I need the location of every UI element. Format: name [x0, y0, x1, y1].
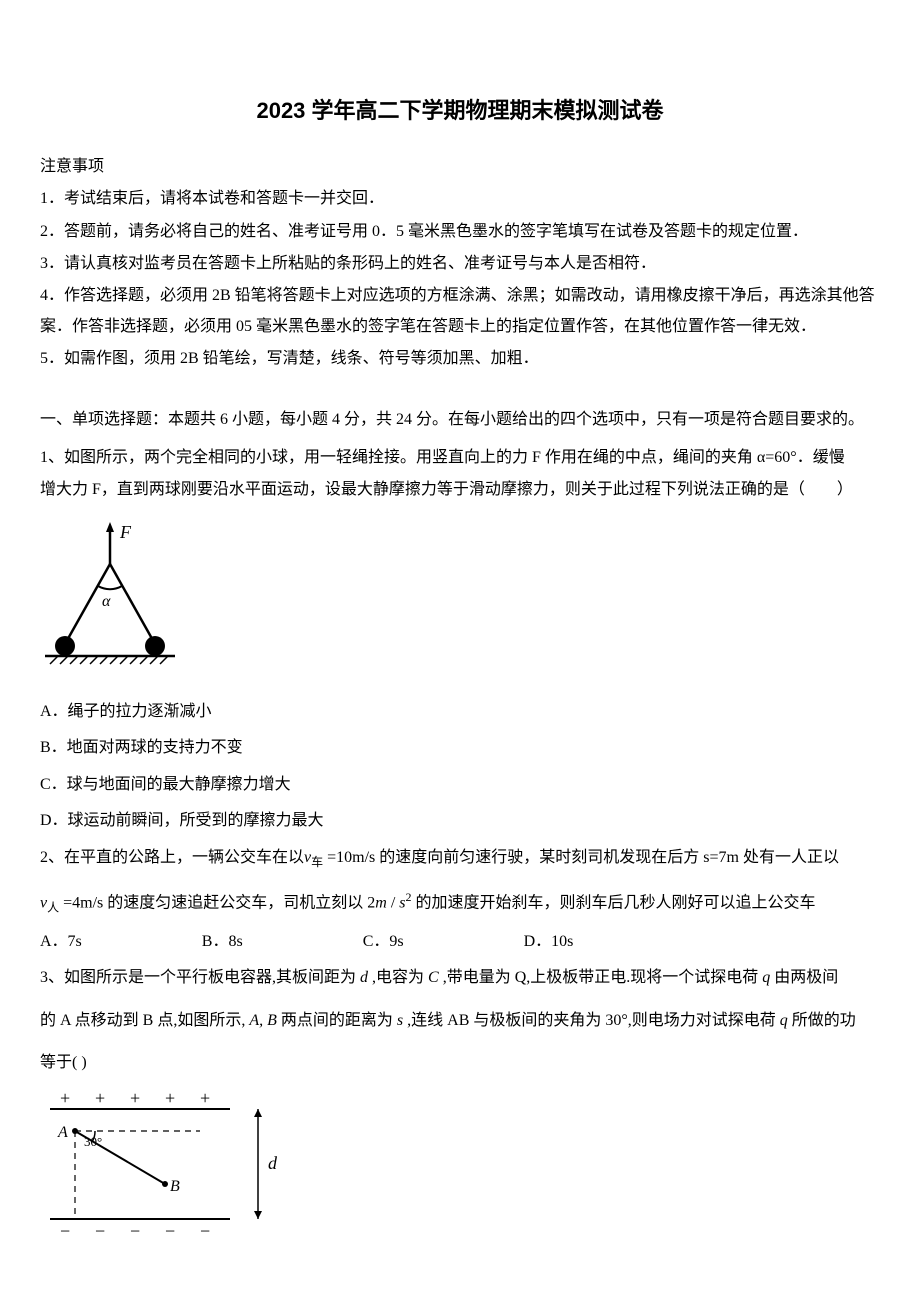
q3-l2b: 两点间的距离为 — [277, 1012, 393, 1029]
q3-l2a: 的 A 点移动到 B 点,如图所示, — [40, 1012, 249, 1029]
q1-svg: F α — [40, 516, 190, 676]
q2-l1a: 2、在平直的公路上，一辆公交车在以 — [40, 849, 304, 866]
q2-option-C: C．9s — [363, 927, 404, 957]
q1-text-2: 增大力 F，直到两球刚要沿水平面运动，设最大静摩擦力等于滑动摩擦力，则关于此过程… — [40, 475, 880, 505]
svg-text:+: + — [130, 1089, 140, 1108]
q2-l2a: =4m/s 的速度匀速追赶公交车，司机立刻以 2 — [59, 894, 375, 911]
q3-l1d: 由两极间 — [774, 969, 838, 986]
question-3: 3、如图所示是一个平行板电容器,其板间距为 d ,电容为 C ,带电量为 Q,上… — [40, 963, 880, 1250]
q2-l1b: =10m/s 的速度向前匀速行驶，某时刻司机发现在后方 s=7m 处有一人正以 — [323, 849, 839, 866]
q3-B-label: B — [170, 1178, 180, 1195]
svg-text:−: − — [130, 1221, 140, 1239]
page-title: 2023 学年高二下学期物理期末模拟测试卷 — [40, 90, 880, 132]
svg-text:+: + — [60, 1089, 70, 1108]
q2-option-D: D．10s — [524, 927, 574, 957]
notice-5: 5．如需作图，须用 2B 铅笔绘，写清楚，线条、符号等须加黑、加粗． — [40, 344, 880, 374]
q1-option-D: D．球运动前瞬间，所受到的摩擦力最大 — [40, 806, 880, 836]
q3-q1: q — [762, 969, 770, 986]
section-header: 一、单项选择题：本题共 6 小题，每小题 4 分，共 24 分。在每小题给出的四… — [40, 405, 880, 435]
q2-che-sub: 车 — [311, 855, 323, 869]
q2-ren-sub: 人 — [47, 900, 59, 914]
q3-A-label: A — [57, 1124, 68, 1141]
q3-d1: d — [360, 969, 368, 986]
notice-4: 4．作答选择题，必须用 2B 铅笔将答题卡上对应选项的方框涂满、涂黑；如需改动，… — [40, 281, 880, 342]
svg-text:−: − — [60, 1221, 70, 1239]
q3-l1b: ,电容为 — [372, 969, 424, 986]
q3-l2d: 所做的功 — [788, 1012, 856, 1029]
q3-figure: + + + + + − − − − − A 30° B — [40, 1089, 880, 1250]
q2-l2b: 的加速度开始刹车，则刹车后几秒人刚好可以追上公交车 — [412, 894, 816, 911]
svg-text:−: − — [95, 1221, 105, 1239]
q3-AB: A, B — [249, 1012, 277, 1029]
notice-1: 1．考试结束后，请将本试卷和答题卡一并交回． — [40, 184, 880, 214]
svg-text:−: − — [165, 1221, 175, 1239]
q3-text-2: 的 A 点移动到 B 点,如图所示, A, B 两点间的距离为 s ,连线 AB… — [40, 1006, 880, 1036]
q1-option-C: C．球与地面间的最大静摩擦力增大 — [40, 770, 880, 800]
q1-figure: F α — [40, 516, 880, 687]
q3-l1c: ,带电量为 Q,上极板带正电.现将一个试探电荷 — [443, 969, 759, 986]
q2-text-2: v人 =4m/s 的速度匀速追赶公交车，司机立刻以 2m / s2 的加速度开始… — [40, 886, 880, 919]
q3-q2: q — [780, 1012, 788, 1029]
q2-text-1: 2、在平直的公路上，一辆公交车在以v车 =10m/s 的速度向前匀速行驶，某时刻… — [40, 843, 880, 874]
svg-text:−: − — [200, 1221, 210, 1239]
q3-l2c: ,连线 AB 与极板间的夹角为 30°,则电场力对试探电荷 — [403, 1012, 776, 1029]
svg-text:+: + — [95, 1089, 105, 1108]
q2-options: A．7s B．8s C．9s D．10s — [40, 927, 880, 957]
q1-alpha-label: α — [102, 593, 111, 610]
q1-option-B: B．地面对两球的支持力不变 — [40, 733, 880, 763]
notice-2: 2．答题前，请务必将自己的姓名、准考证号用 0．5 毫米黑色墨水的签字笔填写在试… — [40, 217, 880, 247]
notice-3: 3．请认真核对监考员在答题卡上所粘贴的条形码上的姓名、准考证号与本人是否相符． — [40, 249, 880, 279]
svg-text:+: + — [200, 1089, 210, 1108]
q3-l1a: 3、如图所示是一个平行板电容器,其板间距为 — [40, 969, 356, 986]
q3-C: C — [428, 969, 439, 986]
question-2: 2、在平直的公路上，一辆公交车在以v车 =10m/s 的速度向前匀速行驶，某时刻… — [40, 843, 880, 958]
q2-m: m — [375, 894, 387, 911]
q2-option-A: A．7s — [40, 927, 82, 957]
svg-text:+: + — [165, 1089, 175, 1108]
q3-d-label: d — [268, 1153, 278, 1173]
q3-text-1: 3、如图所示是一个平行板电容器,其板间距为 d ,电容为 C ,带电量为 Q,上… — [40, 963, 880, 993]
q3-svg: + + + + + − − − − − A 30° B — [40, 1089, 300, 1239]
q1-option-A: A．绳子的拉力逐渐减小 — [40, 697, 880, 727]
q3-text-3: 等于( ) — [40, 1048, 880, 1078]
notice-header: 注意事项 — [40, 152, 880, 182]
q1-F-label: F — [119, 522, 132, 542]
question-1: 1、如图所示，两个完全相同的小球，用一轻绳拴接。用竖直向上的力 F 作用在绳的中… — [40, 443, 880, 837]
q2-option-B: B．8s — [202, 927, 243, 957]
q1-text-1: 1、如图所示，两个完全相同的小球，用一轻绳拴接。用竖直向上的力 F 作用在绳的中… — [40, 443, 880, 473]
q2-slash: / — [387, 894, 399, 911]
